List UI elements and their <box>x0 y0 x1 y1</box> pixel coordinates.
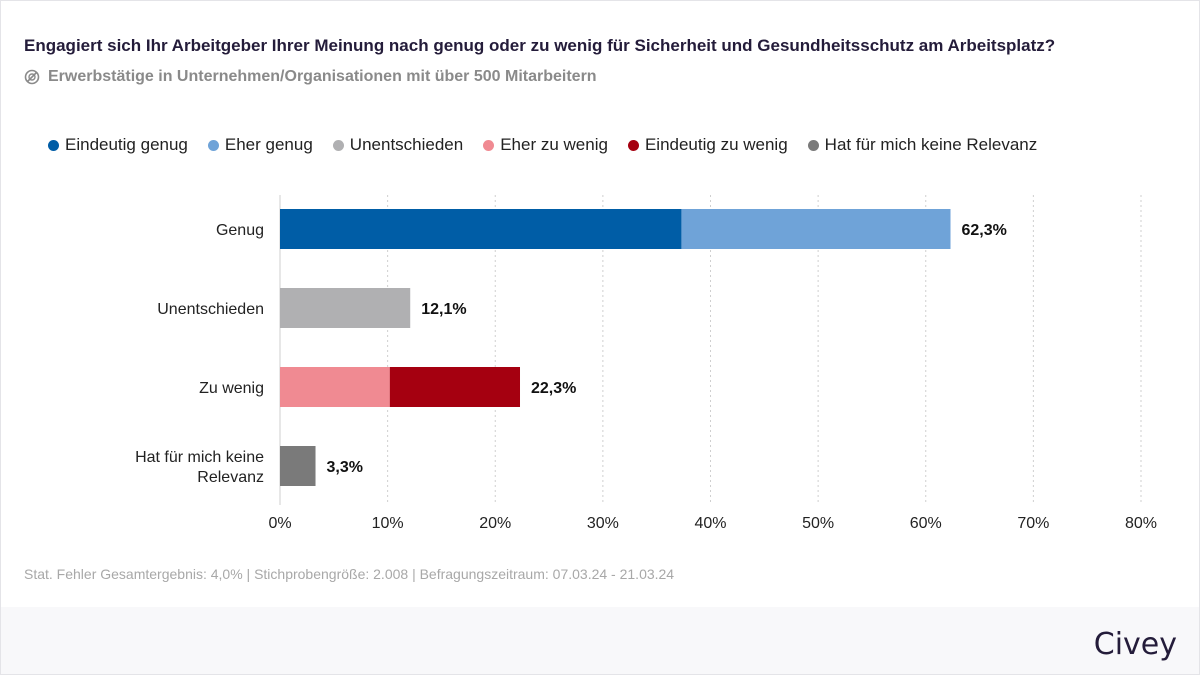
category-label: Unentschieden <box>157 301 264 318</box>
legend-label: Hat für mich keine Relevanz <box>824 135 1038 154</box>
category-label: Zu wenig <box>199 380 264 397</box>
legend-marker <box>207 139 219 151</box>
legend-marker <box>48 139 59 151</box>
legend-item[interactable]: Unentschieden <box>332 135 464 155</box>
legend-label: Eindeutig zu wenig <box>644 135 788 154</box>
footnote: Stat. Fehler Gesamtergebnis: 4,0% | Stic… <box>24 566 675 582</box>
x-tick-label: 30% <box>587 515 619 532</box>
x-tick-label: 80% <box>1125 515 1157 532</box>
legend-label: Eher zu wenig <box>500 135 608 154</box>
data-label: 3,3% <box>327 459 363 476</box>
category-label: Hat für mich keine <box>135 449 264 466</box>
x-tick-label: 40% <box>694 515 726 532</box>
bar-segment <box>280 209 682 249</box>
legend-label: Eindeutig genug <box>65 135 188 154</box>
legend-marker <box>807 139 819 151</box>
data-label: 12,1% <box>421 301 466 318</box>
category-label: Relevanz <box>197 469 264 486</box>
legend-item[interactable]: Eher genug <box>207 135 313 155</box>
legend-item[interactable]: Eindeutig genug <box>48 135 188 155</box>
x-tick-label: 70% <box>1017 515 1049 532</box>
footer: Civey <box>1 607 1199 674</box>
x-tick-label: 20% <box>479 515 511 532</box>
filter-icon <box>24 69 40 85</box>
bar-segment <box>389 367 521 407</box>
x-tick-label: 10% <box>372 515 404 532</box>
data-label: 22,3% <box>531 380 576 397</box>
legend-item[interactable]: Hat für mich keine Relevanz <box>807 135 1038 155</box>
bar-segment <box>681 209 951 249</box>
category-label: Genug <box>216 222 264 239</box>
data-label: 62,3% <box>962 222 1007 239</box>
legend-label: Eher genug <box>224 135 313 154</box>
legend-item[interactable]: Eher zu wenig <box>483 135 608 155</box>
bar-segment <box>280 367 390 407</box>
brand-logo: Civey <box>1093 627 1177 662</box>
legend-marker <box>627 139 639 151</box>
chart-title: Engagiert sich Ihr Arbeitgeber Ihrer Mei… <box>24 36 1056 55</box>
bar-segment <box>280 446 316 486</box>
x-tick-label: 0% <box>268 515 291 532</box>
legend-label: Unentschieden <box>349 135 464 154</box>
subtitle-text: Erwerbstätige in Unternehmen/Organisatio… <box>48 68 597 85</box>
x-tick-label: 50% <box>802 515 834 532</box>
legend-item[interactable]: Eindeutig zu wenig <box>627 135 788 155</box>
legend-marker <box>332 139 344 151</box>
legend: Eindeutig genug Eher genug Unentschieden Eh… <box>48 135 1037 155</box>
chart-subtitle: Erwerbstätige in Unternehmen/Organisatio… <box>24 68 597 86</box>
x-tick-label: 60% <box>910 515 942 532</box>
legend-marker <box>483 139 495 151</box>
bar-segment <box>280 288 411 328</box>
